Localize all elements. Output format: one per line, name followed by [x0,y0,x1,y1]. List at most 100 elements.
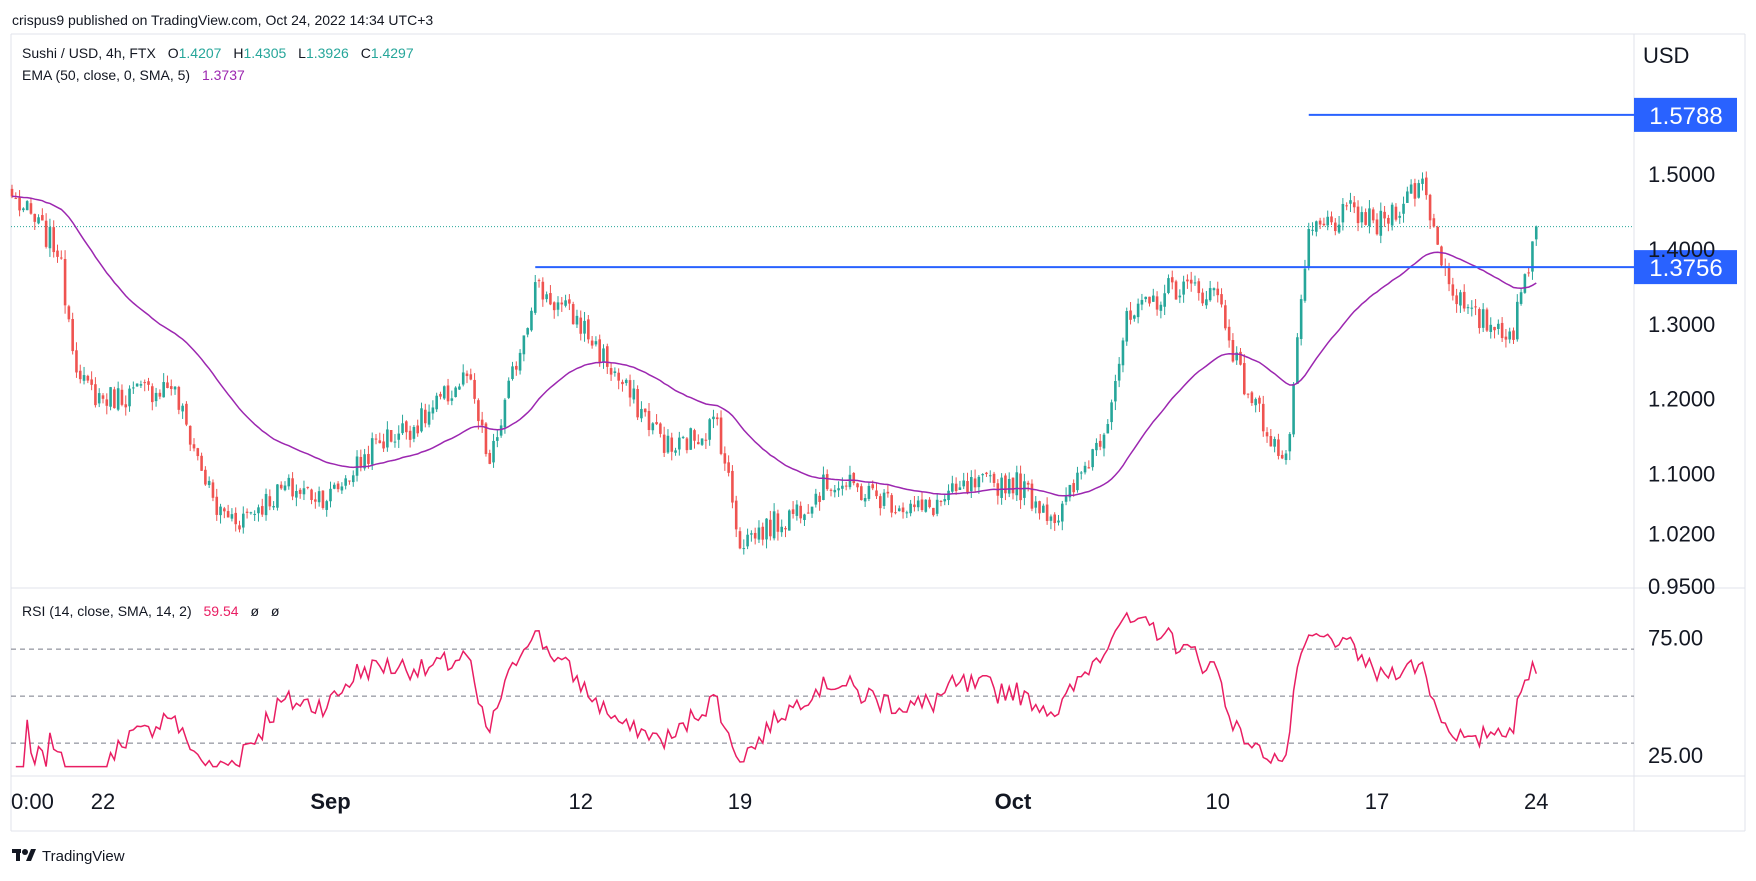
candle-body [1121,340,1125,366]
candle-body [63,258,67,306]
candle-body [29,203,33,214]
candle-body [230,514,234,519]
candle-body [279,484,283,489]
candle-body [135,383,139,387]
candle-body [852,473,856,484]
time-tick-label: 0:00 [11,789,54,814]
time-axis-ticks: 0:00 22 Sep 12 19 Oct 10 17 24 [11,789,1548,814]
candle-body [1531,241,1534,272]
candle-body [492,440,495,463]
time-tick-label: 10 [1206,789,1230,814]
candle-body [1083,465,1087,473]
candle-body [602,348,605,363]
candle-body [769,519,772,537]
candle-body [962,480,966,487]
candle-body [1042,505,1045,513]
candle-body [579,317,583,334]
candle-body [370,438,374,465]
candle-body [1277,439,1280,456]
candle-body [204,469,207,485]
candle-body [704,439,708,441]
candle-body [1026,482,1030,485]
candle-body [958,487,962,491]
candle-body [355,456,359,476]
candle-body [446,385,450,402]
candle-body [1091,449,1094,468]
candle-body [514,365,518,370]
candle-body [841,485,844,489]
candle-body [916,500,920,508]
candle-body [116,388,120,410]
candle-body [196,448,200,457]
candle-body [746,534,749,547]
candle-body [1322,223,1326,226]
candle-body [1337,224,1341,233]
candle-body [219,506,222,516]
ema-legend-label: EMA (50, close, 0, SMA, 5) [22,67,190,83]
candle-body [499,425,503,436]
candle-body [336,483,340,490]
candle-body [814,493,818,505]
rsi-legend-extra1: ø [250,603,259,619]
candle-body [1072,483,1075,493]
candle-body [856,483,859,488]
candle-body [332,484,336,489]
candle-body [1421,178,1424,184]
candle-body [1212,288,1216,291]
candle-body [124,404,128,408]
candle-body [651,423,655,431]
candle-body [901,507,905,513]
candle-body [935,499,939,514]
candle-body [238,525,241,530]
candle-body [287,477,291,487]
rsi-legend[interactable]: RSI (14, close, SMA, 14, 2) 59.54 ø ø [22,603,280,619]
close-label: C [361,45,371,61]
candle-body [1000,477,1003,498]
candle-body [488,452,492,464]
time-tick-label: 17 [1365,789,1389,814]
candle-body [571,304,575,325]
candle-body [207,480,211,486]
candle-body [1459,292,1462,306]
candle-body [367,453,370,464]
candle-body [234,512,238,525]
candle-body [1474,306,1477,308]
candle-body [511,366,514,379]
candle-body [894,512,897,514]
candle-body [890,495,893,513]
candle-body [507,380,511,398]
candle-body [1159,304,1163,311]
ema-legend[interactable]: EMA (50, close, 0, SMA, 5) 1.3737 [22,67,245,83]
horizontal-levels: 1.5788 1.3756 [535,97,1737,285]
candle-body [1250,392,1254,404]
candle-body [317,491,321,503]
ema-line [11,195,1537,497]
candle-body [662,434,666,453]
candle-body [272,506,275,508]
candle-body [780,526,784,533]
candle-body [363,454,366,469]
candle-body [1436,226,1439,245]
candle-body [496,437,499,441]
candle-body [988,475,992,477]
candle-body [427,411,431,425]
candle-body [1424,177,1428,196]
candle-body [1110,402,1113,423]
candle-body [75,350,78,373]
low-label: L [298,45,306,61]
candle-body [22,208,25,211]
candle-body [863,498,867,502]
candle-body [378,440,382,444]
candle-body [1489,324,1493,332]
candle-body [1417,183,1421,198]
rsi-tick-label: 25.00 [1648,743,1703,768]
candle-body [1371,209,1375,221]
candle-body [822,474,825,501]
candle-body [344,478,347,486]
candle-body [628,380,632,398]
candle-body [1318,220,1322,225]
candle-body [613,371,617,374]
candle-body [1470,307,1474,309]
symbol-legend[interactable]: Sushi / USD, 4h, FTX O1.4207 H1.4305 L1.… [22,45,414,61]
